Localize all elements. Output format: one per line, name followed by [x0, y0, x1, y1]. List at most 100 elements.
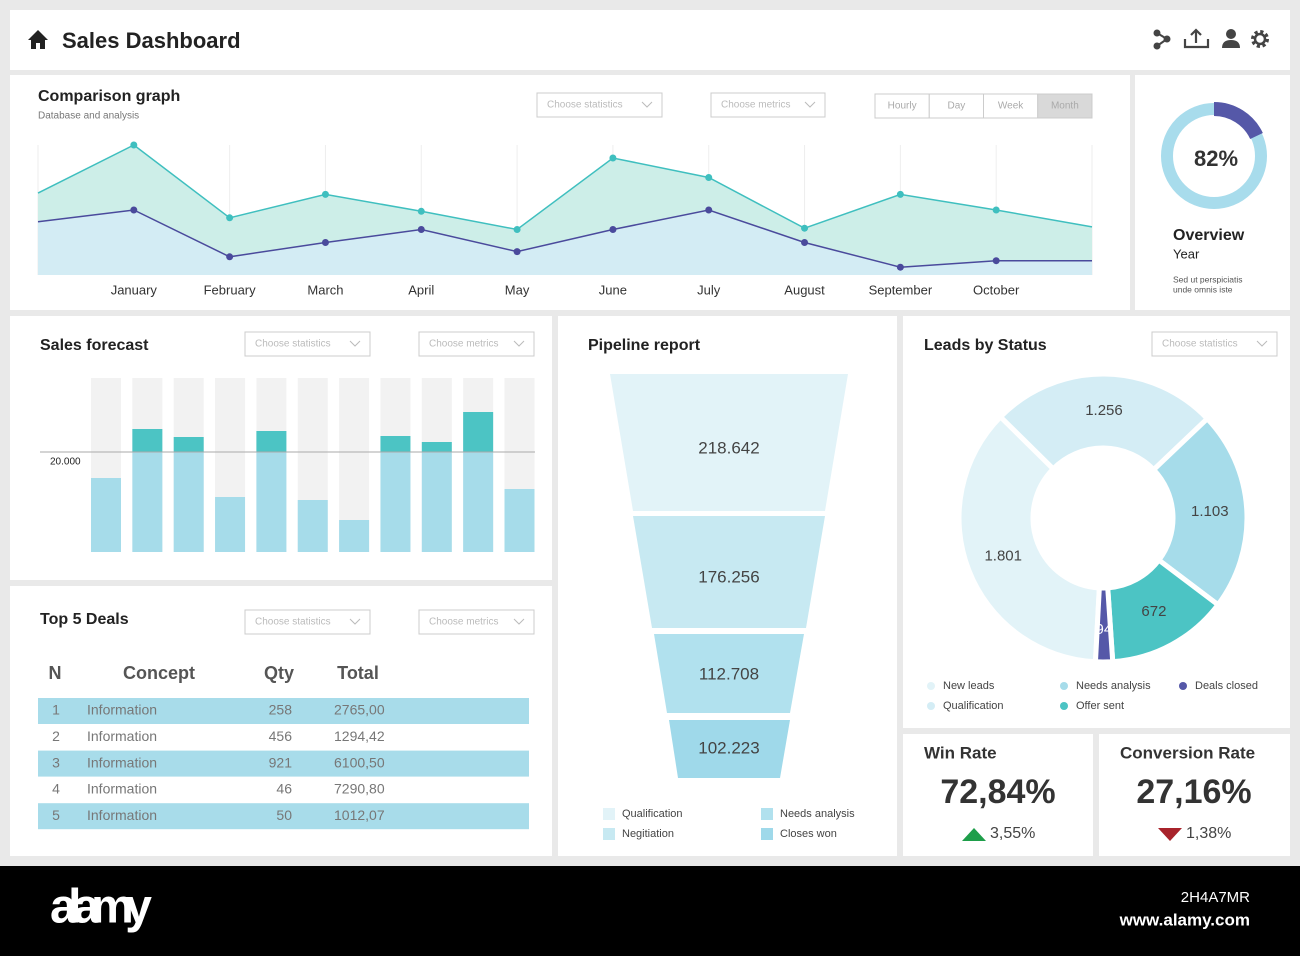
overview-subtitle: Year [1173, 246, 1200, 261]
period-button[interactable] [928, 93, 984, 119]
legend-label: Qualification [622, 808, 683, 820]
x-tick-label: February [204, 282, 257, 297]
point [609, 154, 617, 162]
legend-swatch [761, 808, 773, 820]
bar-segment [504, 489, 535, 552]
funnel-value: 218.642 [698, 438, 759, 457]
row-highlight [38, 698, 529, 724]
dropdown-label: Choose statistics [547, 100, 623, 111]
dropdown-arrow [804, 101, 816, 108]
series-area [38, 145, 1092, 275]
kpi-trend [1158, 828, 1182, 841]
dropdown[interactable] [244, 331, 371, 357]
table-cell: 1012,07 [334, 807, 385, 823]
table-cell: 46 [276, 781, 292, 797]
dropdown[interactable] [536, 92, 663, 118]
chart-subtitle: Database and analysis [38, 111, 139, 122]
point [321, 239, 329, 246]
watermark-brand: alamy [50, 881, 152, 934]
point [896, 263, 904, 271]
bar-segment [421, 442, 452, 452]
period-label: Week [998, 101, 1024, 112]
point [801, 224, 809, 232]
donut-segment [1150, 415, 1250, 609]
chart-title: Sales forecast [40, 337, 149, 354]
x-tick-label: June [599, 282, 627, 297]
legend-label: New leads [943, 680, 995, 692]
bar-segment [132, 452, 163, 552]
table-cell: 50 [276, 807, 292, 823]
point [417, 207, 425, 215]
home-icon[interactable] [28, 30, 48, 49]
funnel-stage [610, 374, 848, 511]
legend-label: Qualification [943, 700, 1004, 712]
donut-value: 672 [1141, 603, 1166, 620]
legend-label: Deals closed [1195, 680, 1258, 692]
table-cell: 3 [52, 754, 60, 770]
dropdown[interactable] [418, 331, 535, 357]
bar-segment [380, 452, 411, 552]
series-line [37, 144, 1093, 231]
kpi-change: 3,55% [990, 825, 1035, 842]
table-cell: 456 [269, 728, 293, 744]
winrate-panel [903, 734, 1093, 856]
period-button[interactable] [1037, 93, 1093, 119]
table-cell: 1 [52, 702, 60, 718]
table-cell: 2 [52, 728, 60, 744]
dropdown[interactable] [418, 609, 535, 635]
point [130, 206, 138, 214]
header-panel [10, 10, 1290, 70]
kpi-change: 1,38% [1186, 825, 1231, 842]
legend-dot [927, 682, 935, 690]
x-tick-label: August [784, 282, 825, 297]
x-tick-label: May [505, 282, 530, 297]
period-label: Day [947, 101, 965, 112]
watermark-url: www.alamy.com [1119, 910, 1250, 929]
dashboard-title: Sales Dashboard [62, 28, 241, 53]
point [609, 226, 617, 233]
bar-segment [256, 431, 287, 452]
point [321, 190, 329, 198]
table-cell: Information [87, 754, 157, 770]
point [992, 257, 1000, 265]
gauge-value: 82% [1194, 146, 1238, 171]
point [513, 226, 521, 233]
bar-segment [463, 412, 494, 452]
dropdown[interactable] [244, 609, 371, 635]
dropdown[interactable] [1151, 331, 1278, 357]
bar-segment [380, 436, 411, 452]
table-cell: 2765,00 [334, 702, 385, 718]
y-tick-label: 20.000 [50, 457, 81, 468]
chart-title: Pipeline report [588, 337, 701, 354]
dropdown-arrow [513, 340, 525, 347]
conversion-panel [1099, 734, 1290, 856]
legend-dot [927, 702, 935, 710]
point [896, 190, 904, 198]
funnel-value: 102.223 [698, 738, 759, 757]
chart-title: Comparison graph [38, 88, 180, 105]
dropdown-arrow [349, 340, 361, 347]
column-header: N [49, 663, 62, 683]
dropdown[interactable] [710, 92, 826, 118]
legend-swatch [603, 828, 615, 840]
funnel-stage [654, 634, 804, 713]
point [226, 253, 234, 261]
dropdown-label: Choose statistics [255, 617, 331, 628]
funnel-stage [633, 516, 825, 628]
upload-icon[interactable] [1183, 28, 1210, 49]
bar-segment [421, 452, 452, 552]
period-label: Hourly [888, 101, 917, 112]
column-header: Concept [123, 663, 195, 683]
period-button[interactable] [983, 93, 1039, 119]
user-icon[interactable] [1222, 29, 1240, 48]
dropdown-arrow [1256, 340, 1268, 347]
share-icon[interactable] [1153, 29, 1171, 50]
legend-label: Closes won [780, 828, 837, 840]
settings-icon[interactable] [1251, 30, 1269, 48]
x-tick-label: October [973, 282, 1020, 297]
funnel-stage [669, 720, 790, 778]
bar-segment [256, 452, 287, 552]
dropdown-arrow [349, 618, 361, 625]
